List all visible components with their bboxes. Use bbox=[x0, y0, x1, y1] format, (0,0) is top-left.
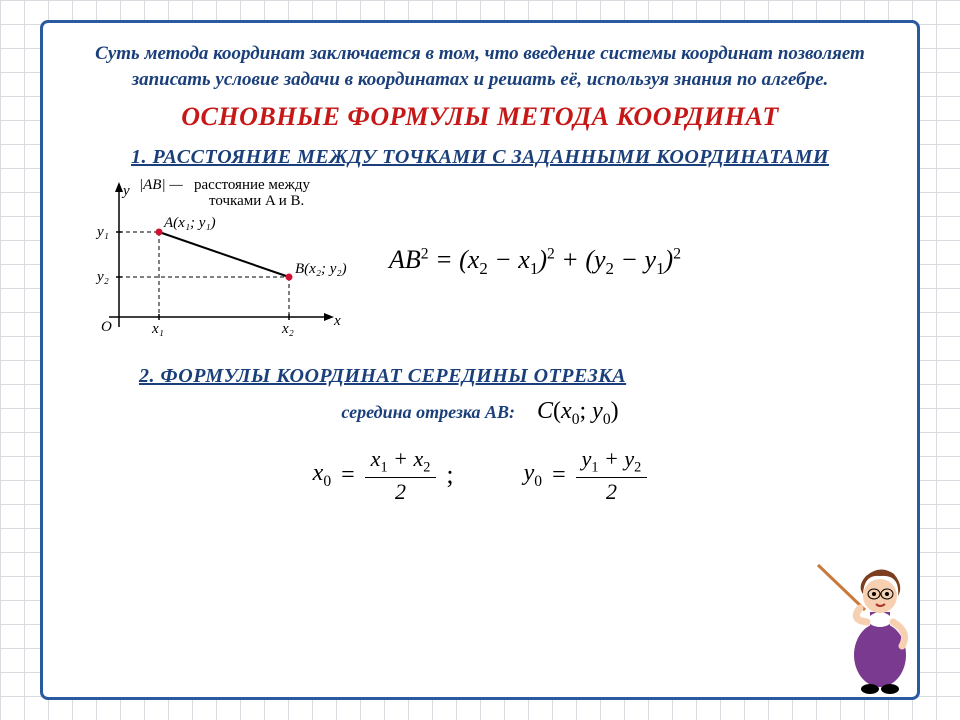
diag-caption-2: точками A и B. bbox=[209, 193, 304, 210]
lbl-y2: y₂ bbox=[97, 269, 109, 286]
dt1: (x bbox=[459, 245, 479, 274]
dtp1: 2 bbox=[547, 246, 555, 263]
lbl-y: y bbox=[123, 183, 130, 200]
my-lhss: 0 bbox=[534, 473, 542, 490]
my-nas: 1 bbox=[591, 459, 598, 475]
semicolon: ; bbox=[446, 460, 453, 490]
distance-row: |AB| — расстояние между точками A и B. y… bbox=[79, 177, 891, 347]
pc-close: ) bbox=[611, 398, 619, 424]
dt4: + (y bbox=[555, 245, 606, 274]
dist-lhs-sup: 2 bbox=[421, 246, 429, 263]
diag-caption-1: расстояние между bbox=[194, 177, 310, 194]
distance-formula: AB2 = (x2 − x1)2 + (y2 − y1)2 bbox=[389, 245, 681, 279]
section-1-title: 1. РАССТОЯНИЕ МЕЖДУ ТОЧКАМИ С ЗАДАННЫМИ … bbox=[69, 146, 891, 169]
dt4s: 2 bbox=[606, 259, 614, 278]
lbl-x: x bbox=[334, 313, 341, 330]
lbl-O: O bbox=[101, 319, 112, 336]
x0-formula: x0 = x1 + x2 2 ; bbox=[313, 447, 454, 503]
my-nb: y bbox=[624, 446, 634, 471]
dt5: − y bbox=[614, 245, 656, 274]
dtp2: 2 bbox=[673, 246, 681, 263]
mx-nbs: 2 bbox=[423, 459, 430, 475]
lbl-x2: x₂ bbox=[282, 321, 294, 338]
lbl-A: A(x₁; y₁) bbox=[164, 215, 216, 232]
point-C: C(x0; y0) bbox=[537, 398, 619, 424]
my-den: 2 bbox=[606, 478, 617, 503]
mx-lhs: x bbox=[313, 460, 324, 486]
content-frame: Суть метода координат заключается в том,… bbox=[40, 20, 920, 700]
mx-nb: x bbox=[413, 446, 423, 471]
my-na: y bbox=[582, 446, 592, 471]
pc-C: C bbox=[537, 398, 553, 424]
midpoint-label-row: середина отрезка AB: C(x0; y0) bbox=[69, 398, 891, 429]
pc-x0: x bbox=[561, 398, 572, 424]
lbl-y1: y₁ bbox=[97, 224, 109, 241]
pc-open: ( bbox=[553, 398, 561, 424]
my-plus: + bbox=[599, 446, 625, 471]
pc-sep: ; bbox=[580, 398, 593, 424]
midpoint-formulas: x0 = x1 + x2 2 ; y0 = y1 + y2 2 bbox=[69, 447, 891, 503]
dist-lhs: AB bbox=[389, 245, 421, 274]
my-nbs: 2 bbox=[634, 459, 641, 475]
mx-nas: 1 bbox=[380, 459, 387, 475]
section-2-title: 2. ФОРМУЛЫ КООРДИНАТ СЕРЕДИНЫ ОТРЕЗКА bbox=[69, 365, 891, 388]
mx-lhss: 0 bbox=[323, 473, 331, 490]
mx-na: x bbox=[371, 446, 381, 471]
dt3: ) bbox=[538, 245, 547, 274]
teacher-icon bbox=[810, 550, 915, 695]
pc-y0s: 0 bbox=[603, 411, 611, 428]
intro-text: Суть метода координат заключается в том,… bbox=[69, 41, 891, 92]
mx-frac: x1 + x2 2 bbox=[365, 447, 437, 503]
lbl-x1: x₁ bbox=[152, 321, 164, 338]
coord-diagram: |AB| — расстояние между точками A и B. y… bbox=[79, 177, 359, 347]
diag-caption-pre: |AB| — bbox=[139, 177, 183, 194]
main-title: ОСНОВНЫЕ ФОРМУЛЫ МЕТОДА КООРДИНАТ bbox=[69, 102, 891, 132]
my-lhs: y bbox=[524, 460, 535, 486]
dt6: ) bbox=[665, 245, 674, 274]
my-frac: y1 + y2 2 bbox=[576, 447, 648, 503]
mx-den: 2 bbox=[395, 478, 406, 503]
dt2: − x bbox=[488, 245, 530, 274]
lbl-B: B(x₂; y₂) bbox=[295, 261, 347, 278]
dt1s: 2 bbox=[479, 259, 487, 278]
mx-plus: + bbox=[388, 446, 414, 471]
eq-sign: = bbox=[435, 245, 459, 274]
y0-formula: y0 = y1 + y2 2 bbox=[524, 447, 648, 503]
pc-y0: y bbox=[592, 398, 603, 424]
dt5s: 1 bbox=[656, 259, 664, 278]
pc-x0s: 0 bbox=[572, 411, 580, 428]
midpoint-label: середина отрезка AB: bbox=[341, 402, 515, 423]
